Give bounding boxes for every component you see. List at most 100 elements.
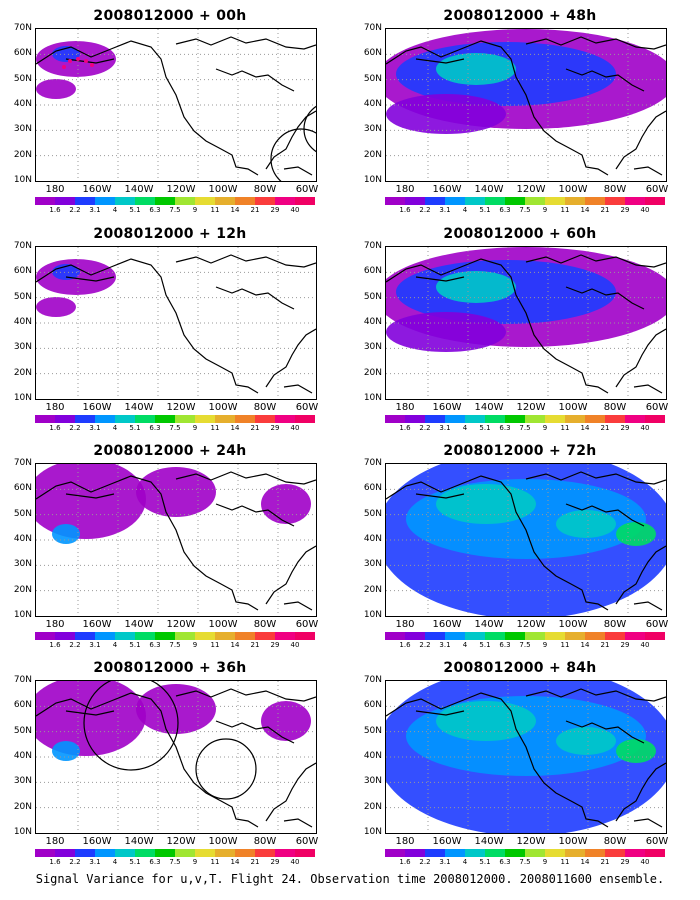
- colorbar-swatch: [385, 415, 405, 423]
- variance-shading: [36, 79, 76, 99]
- colorbar-label: 5.1: [129, 424, 141, 432]
- colorbar-swatch: [565, 849, 585, 857]
- coastline: [415, 58, 465, 64]
- target-region-circle: [195, 738, 257, 800]
- colorbar-label: 2.2: [69, 424, 81, 432]
- map-area: [35, 246, 317, 400]
- flight-track-point: [62, 65, 66, 69]
- lat-tick-label: 30N: [13, 776, 32, 787]
- colorbar-swatch: [35, 632, 55, 640]
- map-panel: 2008012000 + 24h 70N 60N 50N 40N 30N 20N 10N 180…: [0, 443, 340, 658]
- variance-shading: [616, 522, 656, 546]
- colorbar-swatch: [55, 415, 75, 423]
- coastline: [283, 601, 313, 611]
- colorbar-label: 6.3: [499, 858, 511, 866]
- colorbar-label: 9: [542, 206, 548, 214]
- colorbar-swatch: [625, 849, 645, 857]
- colorbar-label: 11: [210, 424, 220, 432]
- lon-tick-label: 140W: [474, 184, 504, 195]
- colorbar-label: 3.1: [439, 206, 451, 214]
- colorbar-swatch: [255, 197, 275, 205]
- colorbar-label: 3.1: [89, 424, 101, 432]
- lon-tick-label: 180: [395, 619, 415, 630]
- lat-tick-label: 30N: [13, 124, 32, 135]
- coastline: [65, 493, 115, 499]
- lat-tick-label: 10N: [13, 827, 32, 837]
- lat-tick-label: 10N: [13, 175, 32, 185]
- colorbar-swatch: [175, 197, 195, 205]
- colorbar-label: 6.3: [149, 424, 161, 432]
- lat-tick-label: 50N: [13, 73, 32, 84]
- colorbar-label: 9: [192, 424, 198, 432]
- lon-tick-label: 140W: [474, 619, 504, 630]
- lon-tick-label: 140W: [124, 184, 154, 195]
- coastline: [415, 493, 465, 499]
- lat-tick-label: 70N: [363, 241, 382, 251]
- colorbar-label: 5.1: [129, 641, 141, 649]
- colorbar-swatch: [505, 849, 525, 857]
- colorbar-label: 40: [290, 206, 300, 214]
- colorbar-label: 11: [210, 858, 220, 866]
- colorbar-swatch: [545, 849, 565, 857]
- lon-tick-label: 120W: [516, 619, 546, 630]
- lat-tick-label: 70N: [363, 23, 382, 33]
- colorbar-swatch: [235, 415, 255, 423]
- lon-tick-label: 180: [45, 836, 65, 847]
- colorbar-label: 21: [600, 424, 610, 432]
- colorbar-swatch: [55, 632, 75, 640]
- colorbar-swatch: [465, 197, 485, 205]
- colorbar-swatch: [445, 632, 465, 640]
- colorbar-label: 11: [560, 424, 570, 432]
- panel-title: 2008012000 + 00h: [93, 8, 247, 24]
- colorbar-label: 11: [210, 206, 220, 214]
- coastline: [65, 58, 115, 64]
- colorbar-swatch: [295, 197, 315, 205]
- colorbar-label: 6.3: [499, 641, 511, 649]
- coastline: [633, 384, 663, 394]
- lat-tick-label: 60N: [363, 48, 382, 59]
- lat-tick-label: 50N: [13, 291, 32, 302]
- map-area: [35, 463, 317, 617]
- colorbar-label: 9: [192, 858, 198, 866]
- colorbar-label: 2.2: [69, 206, 81, 214]
- coastline: [265, 328, 316, 388]
- lon-tick-label: 100W: [558, 402, 588, 413]
- colorbar-swatch: [115, 632, 135, 640]
- lon-tick-label: 180: [45, 619, 65, 630]
- colorbar-swatch: [485, 197, 505, 205]
- colorbar-swatch: [255, 849, 275, 857]
- coastline: [175, 36, 316, 50]
- target-region-circle: [270, 128, 316, 181]
- lat-tick-label: 50N: [13, 725, 32, 736]
- colorbar-label: 5.1: [129, 206, 141, 214]
- colorbar-swatch: [545, 197, 565, 205]
- coastline: [386, 40, 609, 176]
- lat-tick-label: 60N: [363, 483, 382, 494]
- colorbar-label: 9: [192, 641, 198, 649]
- colorbar-label: 29: [270, 424, 280, 432]
- colorbar-swatch: [35, 197, 55, 205]
- coastline: [525, 254, 666, 268]
- lat-tick-label: 60N: [13, 266, 32, 277]
- colorbar: [385, 197, 665, 205]
- map-plot: [386, 247, 666, 399]
- colorbar-swatch: [405, 197, 425, 205]
- colorbar-label: 1.6: [399, 641, 411, 649]
- colorbar-label: 11: [560, 641, 570, 649]
- colorbar-swatch: [545, 415, 565, 423]
- colorbar-swatch: [605, 632, 625, 640]
- colorbar-label: 3.1: [89, 641, 101, 649]
- colorbar-label: 3.1: [439, 641, 451, 649]
- coastline: [633, 166, 663, 176]
- variance-shading: [36, 464, 146, 539]
- colorbar-swatch: [295, 415, 315, 423]
- lat-tick-label: 60N: [13, 48, 32, 59]
- variance-shading: [36, 297, 76, 317]
- colorbar-label: 3.1: [439, 858, 451, 866]
- coastline: [175, 254, 316, 268]
- colorbar-label: 7.5: [519, 424, 531, 432]
- colorbar-swatch: [235, 632, 255, 640]
- colorbar-label: 1.6: [399, 206, 411, 214]
- lon-tick-label: 60W: [295, 184, 319, 195]
- colorbar-swatch: [55, 849, 75, 857]
